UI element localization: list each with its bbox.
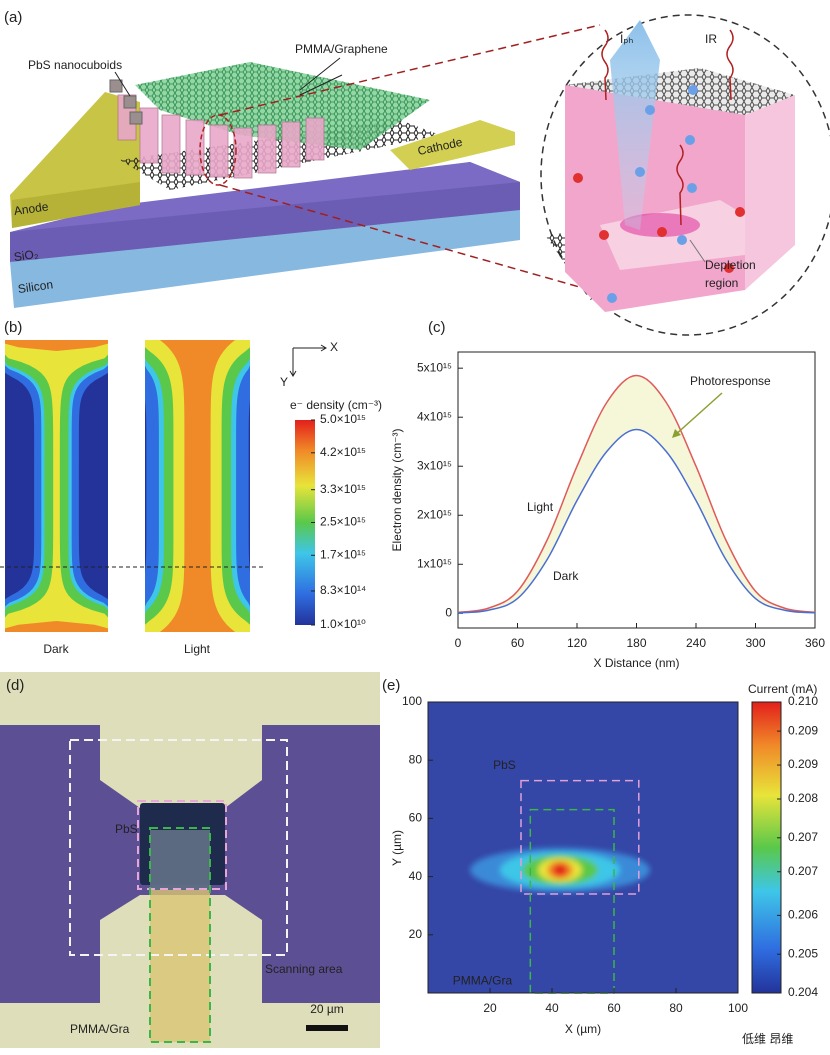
axis-label: Y (280, 375, 288, 389)
x-axis-label: X Distance (nm) (593, 656, 679, 670)
colorbar-tick-label: 0.207 (788, 830, 818, 844)
colorbar-tick-label: 0.206 (788, 908, 818, 922)
label-iph: Iₚₕ (620, 32, 633, 46)
colorbar (751, 701, 782, 994)
colorbar-tick-label: 0.209 (788, 757, 818, 771)
colorbar-tick-label: 0.207 (788, 864, 818, 878)
colorbar-tick-label: 8.3×10¹⁴ (320, 583, 366, 597)
x-tick-label: 240 (686, 636, 706, 650)
x-tick-label: 60 (607, 1001, 621, 1015)
label-depletion: region (705, 276, 738, 290)
density-contour (5, 340, 108, 632)
x-tick-label: 40 (545, 1001, 559, 1015)
heatmap-field (428, 702, 738, 993)
y-tick-label: 3x10¹⁵ (417, 458, 452, 472)
scale-label: 20 µm (310, 1002, 344, 1016)
colorbar-tick-label: 5.0×10¹⁵ (320, 412, 366, 426)
y-tick-label: 60 (409, 811, 423, 825)
colorbar-tick-label: 2.5×10¹⁵ (320, 515, 366, 529)
series-label: Light (527, 500, 554, 514)
density-contour (177, 340, 218, 632)
colorbar-tick-label: 0.210 (788, 694, 818, 708)
x-tick-label: 60 (511, 636, 525, 650)
hotspot (470, 848, 650, 892)
label-depletion: Depletion (705, 258, 756, 272)
annotation-arrow (673, 392, 723, 437)
axis-label: X (330, 340, 338, 354)
x-tick-label: 120 (567, 636, 587, 650)
map-title: Dark (43, 642, 69, 656)
y-tick-label: 20 (409, 927, 423, 941)
x-tick-label: 0 (455, 636, 462, 650)
y-tick-label: 4x10¹⁵ (417, 409, 452, 423)
colorbar-title: Current (mA) (748, 682, 817, 696)
x-axis-label: X (µm) (565, 1022, 601, 1036)
label-pmma: PMMA/Graphene (295, 42, 388, 56)
y-tick-label: 80 (409, 752, 423, 766)
label-anode: Anode (13, 199, 50, 218)
label-sio2: SiO₂ (13, 247, 40, 264)
hotspot-level (553, 864, 567, 876)
y-tick-label: 5x10¹⁵ (417, 360, 452, 374)
colorbar-title: e⁻ density (cm⁻³) (290, 398, 382, 412)
x-tick-label: 100 (728, 1001, 748, 1015)
x-tick-label: 360 (805, 636, 825, 650)
series-label: Dark (553, 569, 579, 583)
colorbar (295, 420, 315, 625)
label-pbs: PbS nanocuboids (28, 58, 122, 72)
label-pbs: PbS (493, 758, 516, 772)
annotation-arrowhead (672, 429, 681, 438)
annotation: Photoresponse (690, 374, 771, 388)
panel-label: (e) (382, 677, 400, 694)
x-tick-label: 180 (626, 636, 646, 650)
y-axis-label: Y (µm) (390, 830, 404, 866)
y-tick-label: 40 (409, 869, 423, 883)
box-pbs (520, 779, 640, 895)
panel-label: (d) (6, 677, 24, 694)
label-pmma: PMMA/Gra (453, 974, 513, 988)
label-scan: Scanning area (265, 962, 343, 976)
colorbar-tick-label: 1.0×10¹⁰ (320, 617, 366, 631)
line-series (457, 374, 816, 614)
colorbar-tick-label: 4.2×10¹⁵ (320, 445, 366, 459)
x-tick-label: 80 (669, 1001, 683, 1015)
label-pmma: PMMA/Gra (70, 1022, 130, 1036)
y-tick-label: 1x10¹⁵ (417, 556, 452, 570)
map-title: Light (184, 642, 211, 656)
colorbar-tick-label: 0.204 (788, 985, 818, 999)
watermark: 低维 昂维 (742, 1032, 793, 1046)
panel-label: (b) (4, 319, 22, 336)
colorbar-tick-label: 3.3×10¹⁵ (320, 482, 366, 496)
y-tick-label: 100 (402, 694, 422, 708)
box-pmma (529, 808, 615, 994)
y-tick-label: 0 (445, 605, 452, 619)
axis-glyph (289, 344, 327, 377)
photoresponse-area (458, 375, 815, 613)
panel-label: (c) (428, 319, 446, 336)
device-illustration (10, 24, 601, 308)
y-tick-label: 2x10¹⁵ (417, 507, 452, 521)
zoom-inset (540, 14, 830, 336)
colorbar-tick-label: 0.209 (788, 723, 818, 737)
x-tick-label: 20 (483, 1001, 497, 1015)
y-axis-label: Electron density (cm⁻³) (390, 428, 404, 551)
panel-label: (a) (4, 9, 22, 26)
label-silicon: Silicon (17, 277, 54, 296)
x-tick-label: 300 (745, 636, 765, 650)
colorbar-tick-label: 0.208 (788, 791, 818, 805)
colorbar-tick-label: 1.7×10¹⁵ (320, 547, 366, 561)
plot-frame (427, 701, 739, 994)
micrograph (0, 672, 380, 1048)
line-series (457, 428, 816, 614)
label-pbs: PbS (115, 822, 138, 836)
label-ir: IR (705, 32, 717, 46)
colorbar-tick-label: 0.205 (788, 946, 818, 960)
